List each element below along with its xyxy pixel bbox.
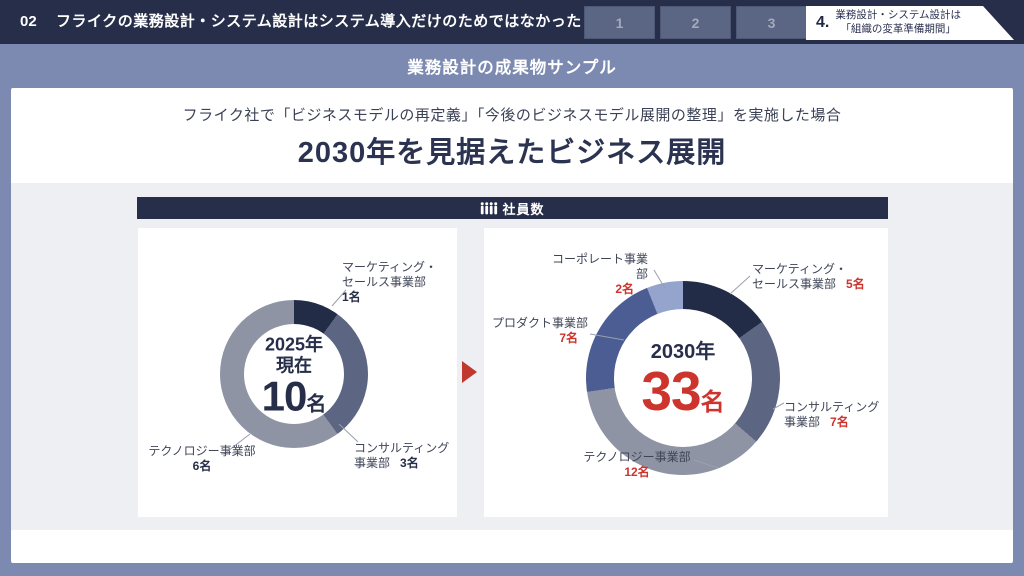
tab-4-label-line2: 「組織の変革準備期間」 xyxy=(840,23,956,35)
slide-title: フライクの業務設計・システム設計はシステム導入だけのためではなかった xyxy=(56,13,582,30)
callout-line: マーケティング・ xyxy=(342,260,438,274)
center-count: 33 名 xyxy=(641,364,724,419)
center-year: 2025年 xyxy=(264,334,324,355)
section-header-label: 社員数 xyxy=(502,201,545,217)
donut-center-2025: 2025年 現在 10 名 xyxy=(262,334,327,417)
tab-4-number: 4. xyxy=(816,14,830,31)
center-count-unit: 名 xyxy=(306,393,327,416)
callout-value: 7名 xyxy=(830,415,849,429)
callout-marketing-2025: マーケティング・ セールス事業部 1名 xyxy=(342,260,454,305)
tab-1[interactable]: 1 xyxy=(584,6,655,39)
subheader-title: 業務設計の成果物サンプル xyxy=(407,59,617,77)
center-count: 10 名 xyxy=(261,372,327,420)
callout-value: 5名 xyxy=(846,277,865,291)
center-count-value: 33 xyxy=(641,360,701,422)
callout-product-2030: プロダクト事業部 7名 xyxy=(492,316,588,346)
callout-line: テクノロジー事業部 xyxy=(148,444,256,458)
tab-4-label-line1: 業務設計・システム設計は xyxy=(835,9,962,22)
chart-card-2030: 2030年 33 名 コーポレート事業部 2名 xyxy=(484,228,888,517)
callout-line: テクノロジー事業部 xyxy=(583,450,691,464)
callout-line: セールス事業部 xyxy=(752,277,837,291)
top-header-bar: 02 フライクの業務設計・システム設計はシステム導入だけのためではなかった 1 … xyxy=(0,0,1024,44)
tab-4-active[interactable]: 4. 業務設計・システム設計は 「組織の変革準備期間」 xyxy=(806,6,1014,40)
page-title: 2030年を見据えたビジネス展開 xyxy=(297,137,727,169)
center-sub: 現在 xyxy=(276,355,312,375)
subheader-strip: 業務設計の成果物サンプル xyxy=(0,44,1024,88)
callout-technology-2025: テクノロジー事業部 6名 xyxy=(148,444,256,474)
callout-line: コンサルティング xyxy=(784,400,880,414)
callout-line: プロダクト事業部 xyxy=(492,316,589,330)
slide-number: 02 xyxy=(20,13,37,30)
people-icon xyxy=(481,201,498,214)
arrow-right-icon xyxy=(462,361,477,383)
tab-4-label: 業務設計・システム設計は 「組織の変革準備期間」 xyxy=(835,9,961,36)
callout-value: 3名 xyxy=(400,456,419,470)
callout-consulting-2025: コンサルティング 事業部 3名 xyxy=(354,441,456,471)
callout-line: マーケティング・ xyxy=(752,262,848,276)
callout-value: 12名 xyxy=(624,465,650,479)
callout-corporate-2030: コーポレート事業部 2名 xyxy=(544,252,648,297)
callout-value: 1名 xyxy=(342,290,361,304)
center-count-unit: 名 xyxy=(700,389,725,416)
donut-center-2030: 2030年 33 名 xyxy=(641,341,724,419)
callout-value: 2名 xyxy=(615,282,634,296)
callout-line: 事業部 xyxy=(784,415,821,429)
callout-line: コーポレート事業部 xyxy=(551,252,648,281)
donut-hole-2030 xyxy=(614,309,752,447)
callout-line: コンサルティング xyxy=(354,441,450,455)
chart-card-2025: 2025年 現在 10 名 マーケティング・ セールス事業部 1名 xyxy=(138,228,457,517)
intro-text: フライク社で「ビジネスモデルの再定義」「今後のビジネスモデル展開の整理」を実施し… xyxy=(182,107,842,124)
main-card: フライク社で「ビジネスモデルの再定義」「今後のビジネスモデル展開の整理」を実施し… xyxy=(11,88,1013,563)
center-count-value: 10 xyxy=(261,372,308,420)
callout-line: 事業部 xyxy=(354,456,391,470)
tab-2[interactable]: 2 xyxy=(660,6,731,39)
section-header: 社員数 xyxy=(137,197,888,219)
callout-technology-2030: テクノロジー事業部 12名 xyxy=(582,450,692,480)
tab-3[interactable]: 3 xyxy=(736,6,807,39)
callout-marketing-2030: マーケティング・ セールス事業部 5名 xyxy=(752,262,884,292)
callout-line: セールス事業部 xyxy=(342,275,427,289)
chart-panel: 社員数 2025年 現在 10 名 xyxy=(11,183,1013,530)
callout-consulting-2030: コンサルティング 事業部 7名 xyxy=(784,400,886,430)
callout-value: 7名 xyxy=(559,331,578,345)
callout-value: 6名 xyxy=(192,459,212,473)
donut-hole-2025 xyxy=(244,324,344,424)
center-year: 2030年 xyxy=(650,341,716,363)
